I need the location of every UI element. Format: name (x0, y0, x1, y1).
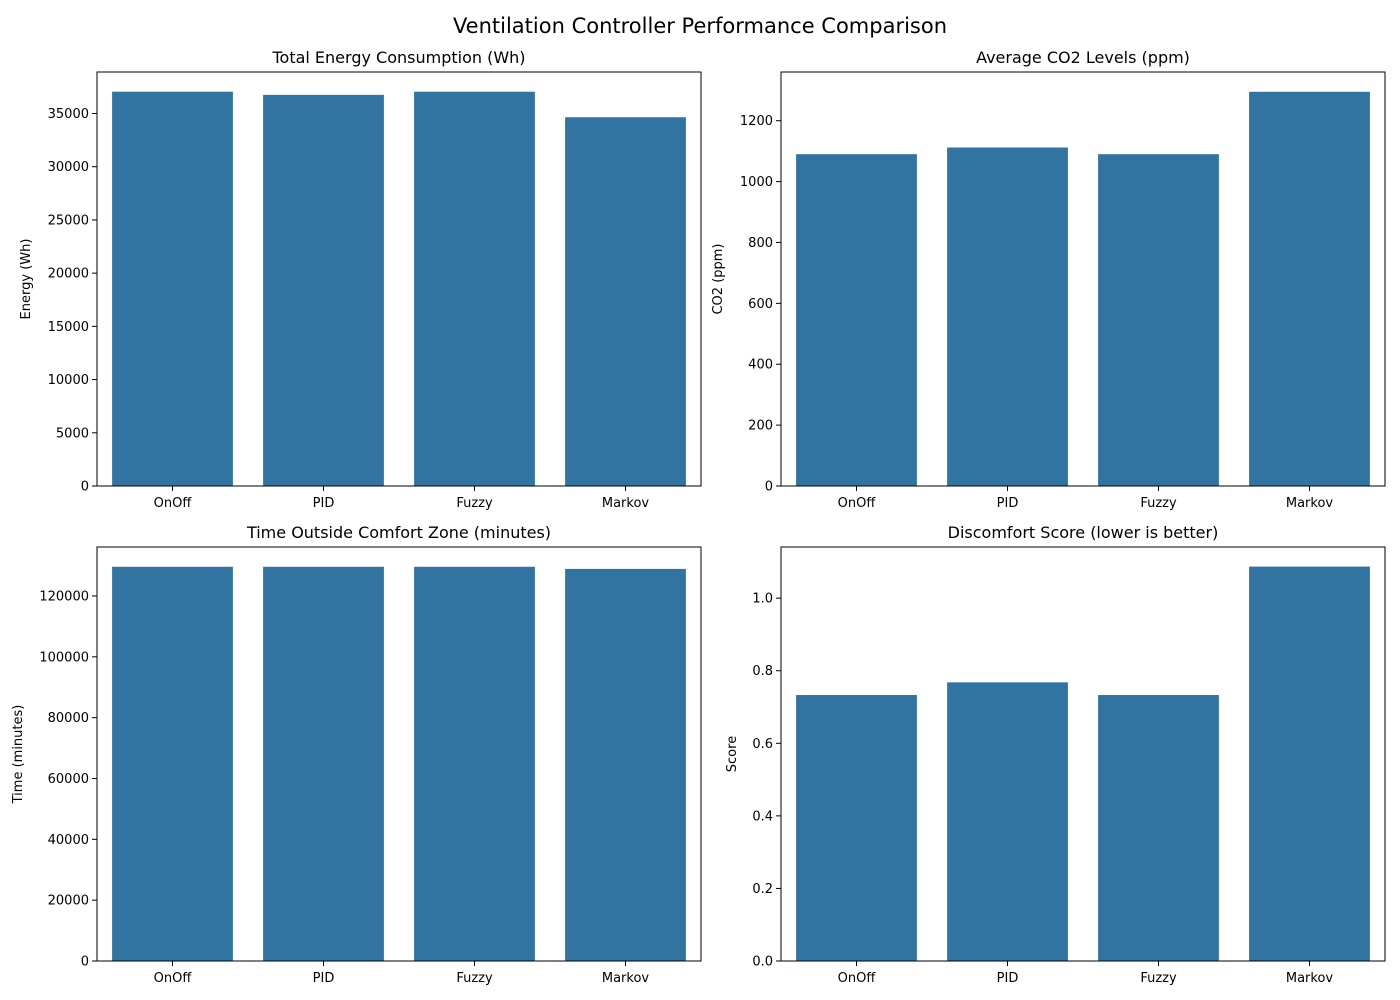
x-tick-label: Fuzzy (456, 496, 493, 511)
y-tick-label: 1000 (740, 175, 773, 190)
x-tick-label: PID (997, 971, 1019, 986)
x-tick-label: OnOff (154, 971, 193, 986)
bar-onoff (112, 91, 233, 486)
y-tick-label: 400 (748, 358, 773, 373)
y-tick-label: 15000 (48, 320, 89, 335)
x-tick-label: OnOff (838, 971, 877, 986)
y-tick-label: 0.0 (752, 955, 773, 970)
y-tick-label: 20000 (48, 894, 89, 909)
bar-pid (947, 682, 1068, 961)
x-tick-label: PID (997, 496, 1019, 511)
y-tick-label: 0.2 (752, 882, 773, 897)
y-tick-label: 0 (81, 480, 89, 495)
subplot-4: 0.0 0.2 0.4 0.6 0.8 1.0 OnOff PID Fuzzy Markov Dis… (725, 523, 1386, 986)
y-tick-label: 120000 (39, 589, 89, 604)
y-tick-label: 60000 (48, 772, 89, 787)
bar-fuzzy (414, 91, 535, 486)
bar-markov (565, 117, 686, 487)
plot-frame (780, 546, 1386, 962)
y-tick-label: 20000 (48, 267, 89, 282)
subplot-title: Time Outside Comfort Zone (minutes) (246, 523, 551, 542)
y-tick-label: 35000 (48, 107, 89, 122)
bar-markov (565, 568, 686, 961)
bar-fuzzy (414, 566, 535, 961)
y-axis-label: CO2 (ppm) (711, 243, 726, 314)
y-tick-label: 0.8 (752, 664, 773, 679)
figure-title: Ventilation Controller Performance Compa… (452, 14, 948, 38)
bar-pid (263, 566, 384, 961)
bar-onoff (112, 566, 233, 961)
bar-markov (1249, 566, 1370, 961)
subplot-3: 0 20000 40000 60000 80000 100000 120000 OnOff PI… (11, 523, 702, 986)
y-tick-label: 1.0 (752, 592, 773, 607)
bar-pid (947, 147, 1068, 486)
y-tick-label: 5000 (56, 426, 89, 441)
y-tick-label: 600 (748, 297, 773, 312)
subplot-2: 0 200 400 600 800 1000 1200 OnOff PID Fuzzy Markov… (711, 48, 1386, 511)
x-tick-label: OnOff (838, 496, 877, 511)
y-tick-label: 100000 (39, 650, 89, 665)
bar-onoff (796, 695, 917, 961)
y-axis-label: Time (minutes) (11, 705, 26, 805)
y-tick-label: 30000 (48, 160, 89, 175)
x-tick-label: Markov (602, 971, 650, 986)
bar-markov (1249, 91, 1370, 486)
plot-frame (780, 71, 1386, 487)
y-tick-label: 0 (765, 480, 773, 495)
bar-fuzzy (1098, 695, 1219, 961)
x-tick-label: Fuzzy (1140, 496, 1177, 511)
subplot-title: Total Energy Consumption (Wh) (271, 48, 525, 67)
x-tick-label: PID (313, 496, 335, 511)
y-tick-label: 800 (748, 236, 773, 251)
x-tick-label: Markov (602, 496, 650, 511)
y-axis-label: Energy (Wh) (19, 239, 34, 320)
y-tick-label: 0 (81, 955, 89, 970)
plot-frame (96, 71, 702, 487)
x-tick-label: Fuzzy (1140, 971, 1177, 986)
x-tick-label: Fuzzy (456, 971, 493, 986)
x-tick-label: Markov (1286, 496, 1334, 511)
subplot-1: 0 5000 10000 15000 20000 25000 30000 35000 OnOff… (19, 48, 702, 511)
y-axis-label: Score (725, 736, 740, 772)
subplot-title: Average CO2 Levels (ppm) (976, 48, 1190, 67)
x-tick-label: Markov (1286, 971, 1334, 986)
bar-fuzzy (1098, 154, 1219, 487)
x-tick-label: PID (313, 971, 335, 986)
bar-pid (263, 94, 384, 486)
y-tick-label: 1200 (740, 114, 773, 129)
y-tick-label: 40000 (48, 833, 89, 848)
subplot-title: Discomfort Score (lower is better) (948, 523, 1219, 542)
y-tick-label: 80000 (48, 711, 89, 726)
y-tick-label: 10000 (48, 373, 89, 388)
y-tick-label: 25000 (48, 213, 89, 228)
bar-onoff (796, 154, 917, 487)
y-tick-label: 200 (748, 419, 773, 434)
x-tick-label: OnOff (154, 496, 193, 511)
plot-frame (96, 546, 702, 962)
y-tick-label: 0.4 (752, 809, 773, 824)
y-tick-label: 0.6 (752, 737, 773, 752)
